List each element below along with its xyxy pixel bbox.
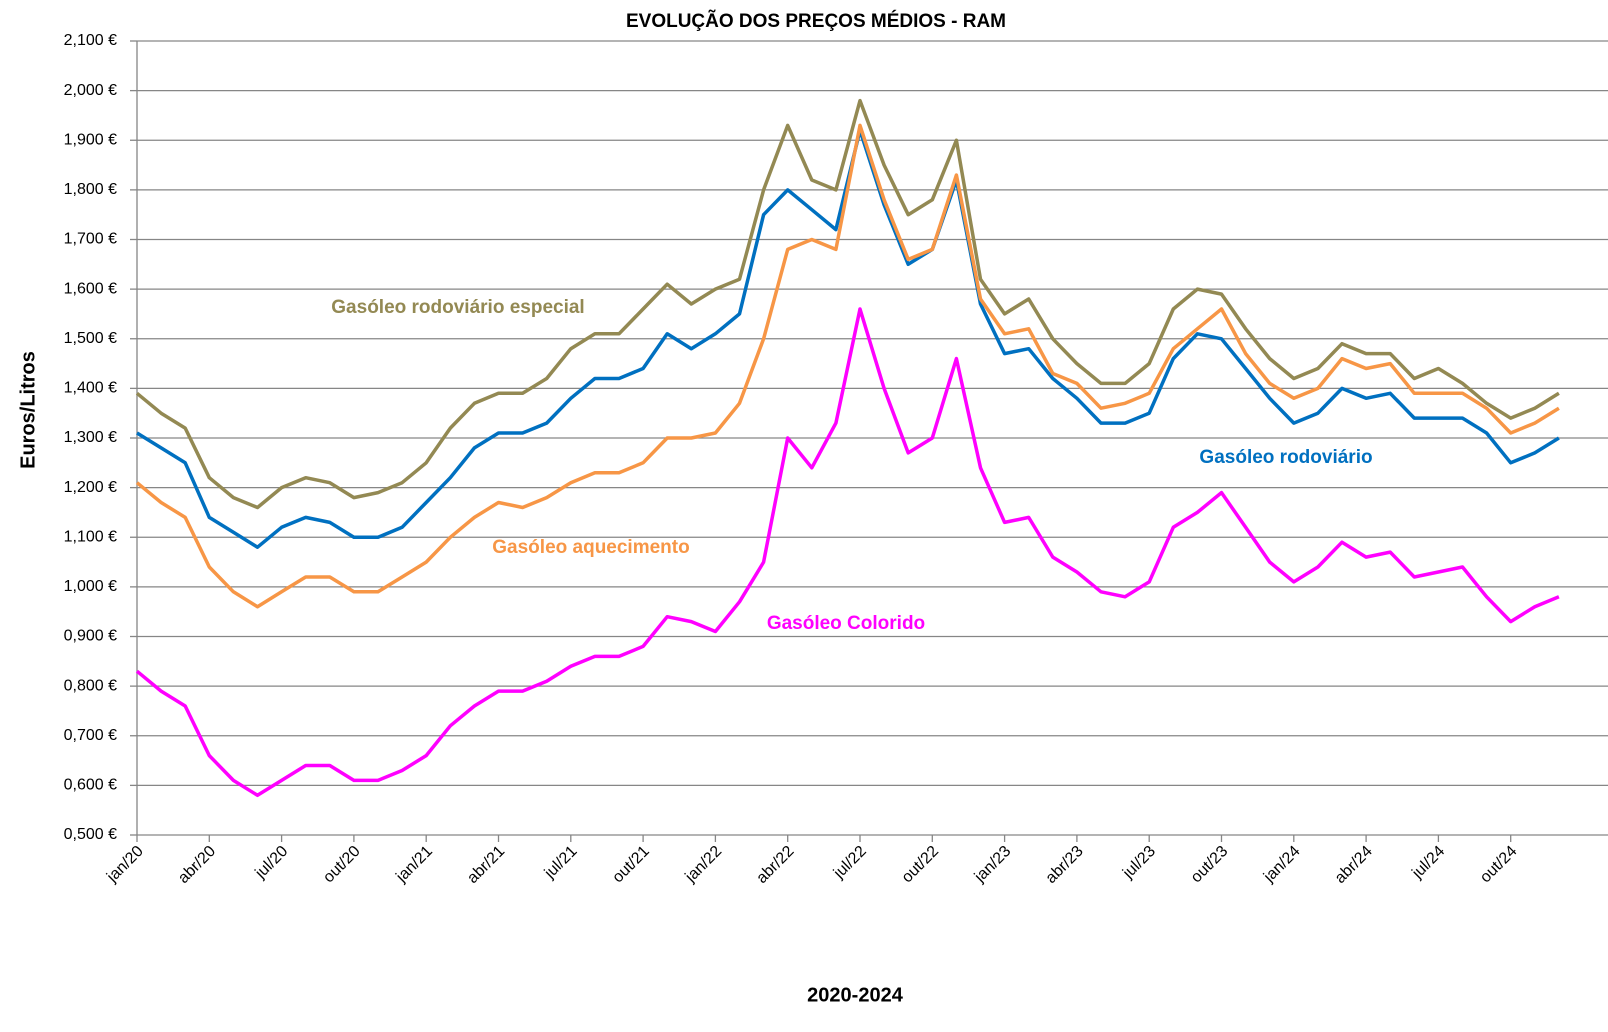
series-line [135,307,1560,798]
x-tick-label: jan/20 [103,843,147,887]
x-tick-label: abr/23 [1043,843,1087,887]
y-tick-label: 2,000 € [64,82,117,99]
series-label: Gasóleo rodoviário especial [331,297,584,318]
y-tick-label: 0,700 € [64,727,117,744]
chart-title: EVOLUÇÃO DOS PREÇOS MÉDIOS - RAM [626,10,1006,32]
x-tick-label: out/20 [320,843,364,887]
y-tick-label: 1,400 € [64,380,117,397]
series-label: Gasóleo aquecimento [492,537,689,558]
y-tick-label: 1,500 € [64,330,117,347]
y-tick-label: 1,600 € [64,280,117,297]
x-tick-label: abr/20 [175,843,219,887]
x-tick-label: jul/23 [1119,843,1159,883]
y-tick-label: 1,800 € [64,181,117,198]
x-tick-label: jan/23 [971,843,1015,887]
series-line [135,123,1560,609]
x-tick-label: jan/22 [682,843,726,887]
y-tick-label: 1,700 € [64,231,117,248]
x-tick-label: jan/24 [1260,843,1304,887]
x-tick-label: jul/20 [252,843,292,883]
y-axis-title: Euros/Litros [17,351,39,469]
y-tick-label: 0,600 € [64,777,117,794]
x-tick-label: jan/21 [392,843,436,887]
y-tick-label: 1,900 € [64,131,117,148]
x-tick-label: out/24 [1477,843,1521,887]
y-tick-label: 2,100 € [64,32,117,49]
x-tick-label: abr/24 [1332,843,1376,887]
y-tick-label: 1,200 € [64,479,117,496]
x-tick-label: jul/21 [541,843,581,883]
y-tick-label: 0,900 € [64,628,117,645]
x-tick-label: abr/21 [464,843,508,887]
x-tick-label: out/21 [609,843,653,887]
x-axis-title: 2020-2024 [807,984,904,1006]
series-label: Gasóleo rodoviário [1199,447,1372,468]
x-tick-label: jul/22 [830,843,870,883]
y-tick-label: 1,100 € [64,528,117,545]
series-line [135,98,1560,510]
y-tick-label: 1,300 € [64,429,117,446]
x-tick-label: out/23 [1188,843,1232,887]
y-tick-label: 1,000 € [64,578,117,595]
x-tick-label: abr/22 [753,843,797,887]
x-tick-label: out/22 [899,843,943,887]
x-tick-label: jul/24 [1408,843,1448,883]
y-tick-label: 0,500 € [64,826,117,843]
y-tick-label: 0,800 € [64,677,117,694]
series-label: Gasóleo Colorido [767,613,925,634]
